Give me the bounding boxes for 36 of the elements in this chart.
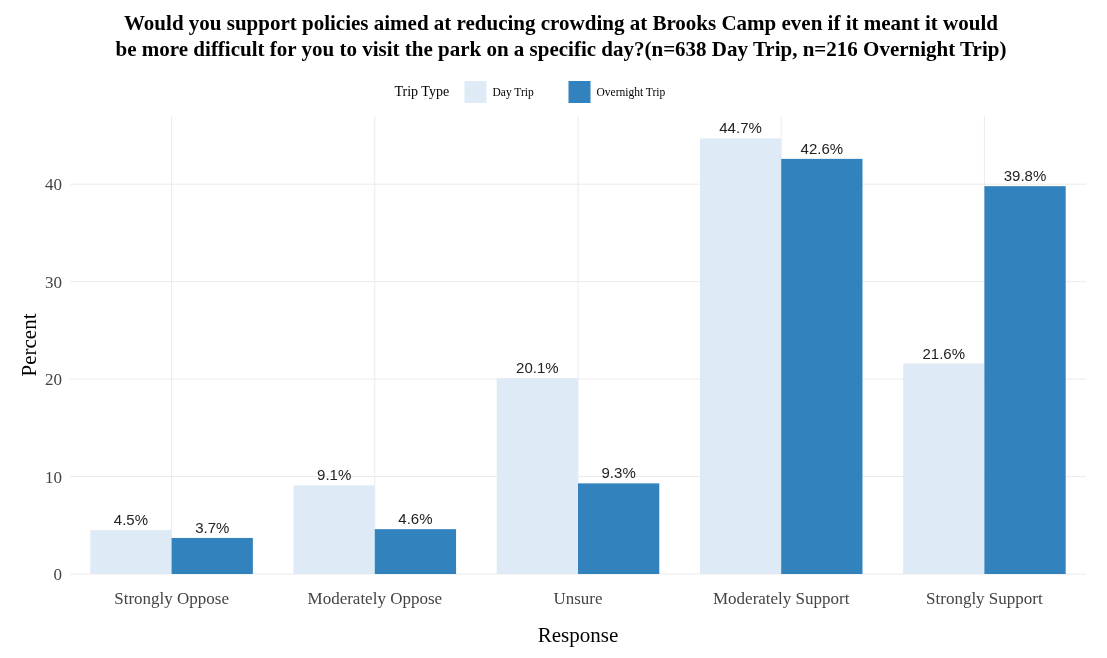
data-label: 9.1% <box>317 466 352 484</box>
bar <box>699 138 782 574</box>
data-label: 42.6% <box>800 139 844 157</box>
y-tick-label: 10 <box>45 467 62 487</box>
bar <box>903 363 985 574</box>
chart-title: Would you support policies aimed at reducing crowding at Brooks Camp even if it meant it would be more difficult for you to visit the park on a specific day?(n=638 Day Trip, n=216 Overnight Trip) <box>115 11 1007 61</box>
data-label: 44.7% <box>719 119 762 137</box>
y-tick-label: 20 <box>45 370 62 390</box>
y-tick-label: 30 <box>45 272 62 292</box>
legend-label: Overnight Trip <box>596 86 666 99</box>
bar <box>578 483 660 574</box>
x-tick-label: Moderately Oppose <box>307 589 443 608</box>
data-label: 3.7% <box>195 518 230 536</box>
x-tick-label: Unsure <box>553 589 603 608</box>
y-axis-title: Percent <box>17 313 41 377</box>
x-tick-label: Strongly Support <box>926 589 1043 608</box>
legend-title: Trip Type <box>394 84 450 99</box>
data-label: 21.6% <box>922 344 966 362</box>
data-label: 9.3% <box>601 464 636 482</box>
y-tick-label: 40 <box>45 175 62 195</box>
data-label: 39.8% <box>1003 167 1047 185</box>
bar <box>496 378 578 574</box>
x-axis-title: Response <box>537 623 619 647</box>
bar <box>984 186 1066 574</box>
legend-label: Day Trip <box>492 86 534 99</box>
bar <box>90 530 172 574</box>
x-tick-label: Moderately Support <box>712 589 850 608</box>
bar <box>374 529 457 574</box>
y-tick-label: 0 <box>53 564 62 584</box>
data-label: 4.5% <box>113 511 149 529</box>
data-label: 20.1% <box>516 359 559 377</box>
x-tick-label: Strongly Oppose <box>114 589 229 608</box>
bar <box>293 485 375 574</box>
bar <box>171 537 253 574</box>
bar <box>781 158 863 574</box>
data-label: 4.6% <box>398 510 433 528</box>
